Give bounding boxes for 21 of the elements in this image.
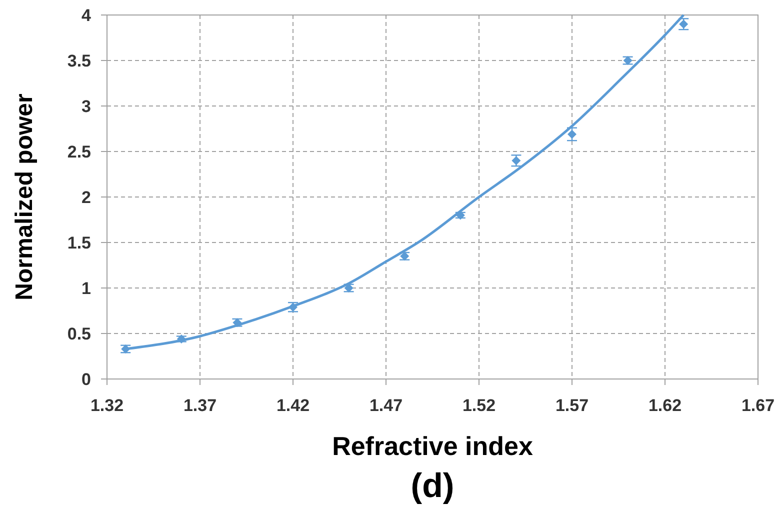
y-tick-label: 0 — [82, 370, 91, 389]
y-tick-label: 2.5 — [67, 142, 91, 162]
x-tick-label: 1.67 — [741, 396, 775, 415]
y-tick-label: 3.5 — [67, 51, 91, 70]
y-tick-label: 1.5 — [67, 233, 91, 252]
x-tick-label: 1.57 — [555, 396, 589, 415]
y-tick-label: 2 — [82, 188, 91, 207]
y-tick-label: 4 — [82, 6, 92, 25]
text: (d) — [410, 467, 454, 505]
x-tick-label: 1.32 — [90, 396, 124, 415]
x-axis-title: Refractive index — [332, 431, 534, 461]
y-tick-label: 3 — [82, 96, 91, 116]
x-tick-label: 1.37 — [183, 396, 217, 415]
x-tick-label: 1.42 — [276, 396, 310, 415]
x-tick-label: 1.52 — [462, 396, 496, 415]
x-tick-label: 1.62 — [648, 396, 682, 415]
y-tick-label: 0.5 — [67, 324, 91, 344]
y-axis-title: Normalized power — [11, 94, 38, 300]
point — [568, 130, 576, 139]
x-tick-label: 1.47 — [369, 396, 403, 415]
y-tick-label: 1 — [82, 278, 91, 298]
